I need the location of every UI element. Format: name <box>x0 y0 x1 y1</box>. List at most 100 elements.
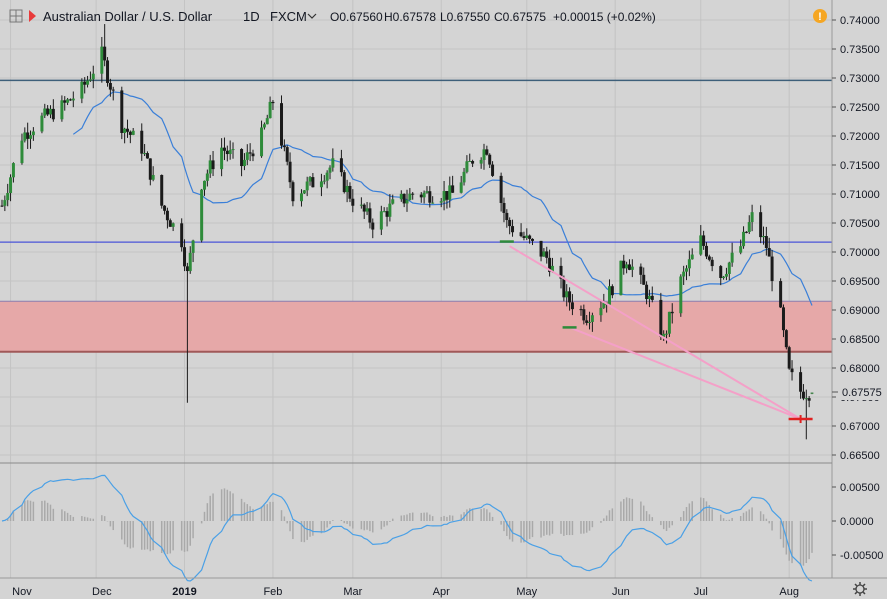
gear-icon[interactable] <box>853 582 867 596</box>
candle <box>608 279 611 305</box>
price-tick-label: 0.69500 <box>840 276 880 288</box>
candle <box>271 99 275 110</box>
candle <box>205 169 209 187</box>
candle <box>559 257 563 289</box>
candle <box>86 75 90 88</box>
interval-label[interactable]: 1D <box>243 9 260 24</box>
candle <box>245 144 249 166</box>
candle <box>365 201 369 216</box>
candle <box>462 167 466 186</box>
candle <box>479 157 483 169</box>
candle <box>759 205 763 244</box>
candle <box>508 217 512 235</box>
candle <box>111 86 115 101</box>
candle <box>670 303 674 324</box>
candle <box>399 190 403 202</box>
alert-icon[interactable]: ! <box>813 9 827 23</box>
candle <box>548 249 552 277</box>
candle <box>762 226 766 245</box>
candle <box>242 153 246 171</box>
candle <box>619 260 623 296</box>
candle <box>679 274 683 317</box>
exchange-label[interactable]: FXCM <box>270 9 307 24</box>
candle <box>131 128 135 136</box>
candle <box>228 140 232 160</box>
candle <box>185 262 189 403</box>
candle <box>471 159 475 168</box>
candle <box>388 194 392 222</box>
zone-rect[interactable] <box>0 301 832 352</box>
candle <box>465 155 469 174</box>
price-tick-label: 0.73000 <box>840 73 880 85</box>
candle <box>482 143 486 170</box>
candle <box>690 248 694 260</box>
candle <box>220 138 224 177</box>
candle <box>368 202 372 229</box>
candle <box>345 179 349 203</box>
candle <box>451 175 455 193</box>
candle <box>665 330 669 344</box>
candle <box>43 103 47 119</box>
candle <box>562 275 566 302</box>
candle <box>588 311 592 330</box>
price-tick-label: 0.66500 <box>840 450 880 462</box>
candle <box>779 278 783 308</box>
candle <box>770 249 774 292</box>
chevron-down-icon[interactable] <box>307 13 317 19</box>
candle <box>382 207 386 213</box>
candle <box>699 225 703 256</box>
candle <box>60 95 64 122</box>
osc-tick-label: 0.00500 <box>840 482 880 494</box>
time-tick-label: Aug <box>779 586 799 598</box>
candle <box>645 281 649 305</box>
candle <box>51 99 55 122</box>
candle <box>730 242 734 267</box>
price-tick-label: 0.73500 <box>840 44 880 56</box>
candle <box>511 219 515 237</box>
candle <box>491 161 495 177</box>
candle <box>188 246 192 274</box>
candle <box>299 189 303 207</box>
time-tick-label: 2019 <box>172 586 196 598</box>
trend-line-2[interactable] <box>569 326 801 420</box>
candle <box>385 207 389 227</box>
candle <box>568 287 572 311</box>
candle <box>442 181 446 211</box>
candle <box>203 180 206 196</box>
candle <box>282 139 286 152</box>
candle <box>11 162 15 183</box>
grid-icon[interactable] <box>9 9 23 23</box>
candle <box>722 275 726 280</box>
candle <box>91 65 95 89</box>
time-axis[interactable]: Nov Dec 2019 Feb Mar Apr May Jun Jul Aug <box>12 586 799 598</box>
ohlc-high: H0.67578 <box>384 10 436 24</box>
price-tick-label: 0.70000 <box>840 247 880 259</box>
candle <box>40 112 44 134</box>
price-axis[interactable]: 0.74000 0.73500 0.73000 0.72500 0.72000 0.715… <box>832 15 880 462</box>
candle <box>288 152 292 189</box>
symbol-title[interactable]: Australian Dollar / U.S. Dollar <box>43 9 213 24</box>
candle <box>439 197 443 208</box>
candle <box>9 174 13 202</box>
horizontal-levels[interactable] <box>0 79 832 243</box>
supply-demand-zone[interactable] <box>0 300 832 353</box>
candle <box>662 330 666 341</box>
candle <box>311 173 315 188</box>
candle <box>251 149 255 162</box>
candle <box>590 312 594 332</box>
candle <box>46 105 50 117</box>
candle <box>650 286 654 303</box>
chart-markers[interactable] <box>499 240 813 424</box>
trend-line-1[interactable] <box>509 245 802 420</box>
candle <box>579 305 583 316</box>
ohlc-low: L0.67550 <box>440 10 490 24</box>
current-price-label: 0.67575 <box>842 387 882 399</box>
oscillator-axis[interactable]: 0.00500 0.0000 -0.00500 <box>832 482 883 562</box>
time-tick-label: Mar <box>343 586 362 598</box>
candle <box>163 205 167 215</box>
trend-lines[interactable] <box>509 245 802 420</box>
candle <box>191 239 195 263</box>
candle <box>667 311 671 337</box>
